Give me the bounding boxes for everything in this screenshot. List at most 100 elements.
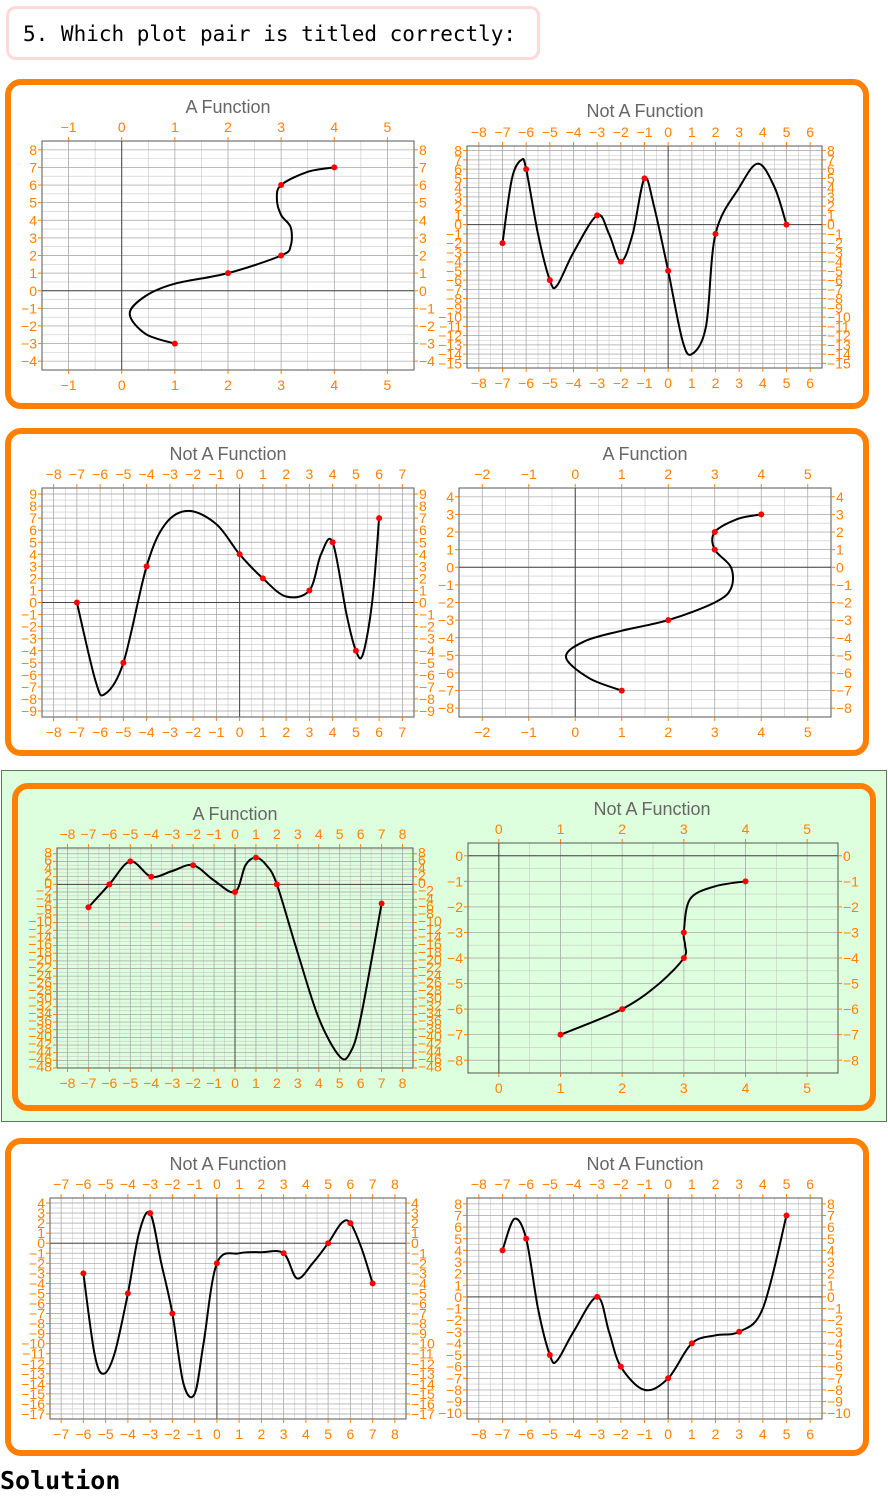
y-tick-label-right: −28 bbox=[418, 982, 442, 998]
y-tick-label-left: 9 bbox=[29, 486, 37, 502]
x-tick-label-bottom: 4 bbox=[759, 375, 767, 391]
y-tick-label-right: −4 bbox=[836, 630, 852, 646]
y-tick-label-left: −36 bbox=[28, 1013, 52, 1029]
y-tick-label-right: −3 bbox=[419, 336, 435, 352]
x-tick-label-bottom: 7 bbox=[369, 1426, 377, 1442]
y-tick-label-left: −7 bbox=[447, 1027, 463, 1043]
y-tick-label-right: 6 bbox=[827, 1219, 835, 1235]
y-tick-label-right: 1 bbox=[836, 542, 844, 558]
y-tick-label-right: 6 bbox=[418, 852, 426, 868]
x-tick-label-bottom: 0 bbox=[664, 375, 672, 391]
x-tick-label-bottom: 5 bbox=[783, 375, 791, 391]
data-point bbox=[171, 340, 178, 347]
y-tick-label-left: 4 bbox=[44, 860, 52, 876]
y-tick-label-left: 3 bbox=[446, 506, 454, 522]
y-tick-label-right: 2 bbox=[418, 867, 426, 883]
x-tick-label-bottom: −6 bbox=[518, 1426, 534, 1442]
x-tick-label-bottom: −7 bbox=[80, 1075, 96, 1091]
x-tick-label-top: −8 bbox=[46, 466, 62, 482]
y-tick-label-right: −15 bbox=[411, 1386, 435, 1402]
y-tick-label-left: −14 bbox=[28, 929, 52, 945]
plot-curve bbox=[82, 1210, 374, 1399]
plot-title: Not A Function bbox=[169, 1154, 286, 1174]
plot-title: Not A Function bbox=[593, 799, 710, 819]
plot-curve bbox=[501, 1215, 788, 1392]
x-tick-label-top: −2 bbox=[474, 466, 490, 482]
y-tick-label-right: 3 bbox=[419, 558, 427, 574]
y-tick-label-left: 4 bbox=[454, 1242, 462, 1258]
x-tick-label-top: 3 bbox=[680, 821, 688, 837]
y-tick-label-left: −42 bbox=[28, 1036, 52, 1052]
x-tick-label-top: 3 bbox=[277, 119, 285, 135]
y-tick-label-right: −6 bbox=[418, 898, 434, 914]
data-point bbox=[252, 854, 259, 861]
y-tick-label-left: 0 bbox=[29, 283, 37, 299]
y-tick-label-right: −3 bbox=[836, 612, 852, 628]
x-tick-label-bottom: −7 bbox=[69, 724, 85, 740]
x-tick-label-bottom: 1 bbox=[235, 1426, 243, 1442]
data-point bbox=[594, 212, 601, 219]
x-tick-label-top: 7 bbox=[378, 826, 386, 842]
y-tick-label-left: −4 bbox=[29, 1275, 45, 1291]
x-tick-label-top: 7 bbox=[369, 1176, 377, 1192]
x-tick-label-bottom: −8 bbox=[471, 1426, 487, 1442]
y-tick-label-left: −3 bbox=[21, 631, 37, 647]
x-tick-label-bottom: −7 bbox=[495, 375, 511, 391]
data-point bbox=[617, 258, 624, 265]
y-tick-label-left: 5 bbox=[454, 170, 462, 186]
data-point bbox=[85, 904, 92, 911]
plot-pair-3[interactable] bbox=[12, 783, 876, 1111]
x-tick-label-top: 4 bbox=[757, 466, 765, 482]
x-tick-label-bottom: 2 bbox=[618, 1080, 626, 1096]
y-tick-label-left: 8 bbox=[29, 142, 37, 158]
y-tick-label-right: −6 bbox=[827, 1359, 843, 1375]
y-tick-label-right: −2 bbox=[418, 883, 434, 899]
x-tick-label-bottom: −1 bbox=[637, 1426, 653, 1442]
x-tick-label-top: −1 bbox=[206, 826, 222, 842]
y-tick-label-left: 7 bbox=[454, 1207, 462, 1223]
y-tick-label-left: −3 bbox=[446, 244, 462, 260]
y-tick-label-left: 8 bbox=[29, 498, 37, 514]
plot-pair-1[interactable] bbox=[5, 79, 869, 409]
x-tick-label-top: 6 bbox=[806, 1176, 814, 1192]
y-tick-label-left: −5 bbox=[446, 1347, 462, 1363]
y-tick-label-left: −3 bbox=[21, 336, 37, 352]
x-tick-label-top: 4 bbox=[742, 821, 750, 837]
plot-pair-2[interactable] bbox=[5, 428, 869, 756]
x-tick-label-top: 2 bbox=[282, 466, 290, 482]
x-tick-label-top: −5 bbox=[542, 124, 558, 140]
y-tick-label-right: −30 bbox=[418, 990, 442, 1006]
y-tick-label-right: −6 bbox=[843, 1001, 859, 1017]
y-tick-label-right: −8 bbox=[843, 1052, 859, 1068]
x-tick-label-bottom: −5 bbox=[542, 1426, 558, 1442]
y-tick-label-right: −14 bbox=[418, 929, 442, 945]
y-tick-label-right: −44 bbox=[418, 1043, 442, 1059]
data-point bbox=[783, 1212, 790, 1219]
data-point bbox=[711, 546, 718, 553]
y-tick-label-right: 5 bbox=[827, 170, 835, 186]
x-tick-label-top: 8 bbox=[399, 826, 407, 842]
correct-answer-highlight bbox=[1, 770, 887, 1122]
y-tick-label-right: −12 bbox=[827, 328, 851, 344]
x-tick-label-top: −1 bbox=[61, 119, 77, 135]
x-tick-label-top: −4 bbox=[143, 826, 159, 842]
y-tick-label-left: 5 bbox=[29, 195, 37, 211]
x-tick-label-top: 2 bbox=[712, 1176, 720, 1192]
y-tick-label-left: −15 bbox=[21, 1386, 45, 1402]
y-tick-label-right: −1 bbox=[419, 300, 435, 316]
data-point bbox=[232, 889, 238, 895]
x-tick-label-bottom: 6 bbox=[346, 1426, 354, 1442]
x-tick-label-bottom: 4 bbox=[757, 724, 765, 740]
x-tick-label-bottom: 0 bbox=[236, 724, 244, 740]
x-tick-label-bottom: −2 bbox=[613, 1426, 629, 1442]
x-tick-label-bottom: 4 bbox=[302, 1426, 310, 1442]
x-tick-label-bottom: −5 bbox=[122, 1075, 138, 1091]
y-tick-label-right: −16 bbox=[418, 936, 442, 952]
y-tick-label-right: −4 bbox=[843, 950, 859, 966]
y-tick-label-left: −4 bbox=[21, 353, 37, 369]
y-tick-label-right: 2 bbox=[827, 1266, 835, 1282]
plot-pair-4[interactable] bbox=[5, 1138, 869, 1456]
x-tick-label-top: 4 bbox=[330, 119, 338, 135]
y-tick-label-left: −1 bbox=[29, 1245, 45, 1261]
y-tick-label-right: 7 bbox=[827, 152, 835, 168]
